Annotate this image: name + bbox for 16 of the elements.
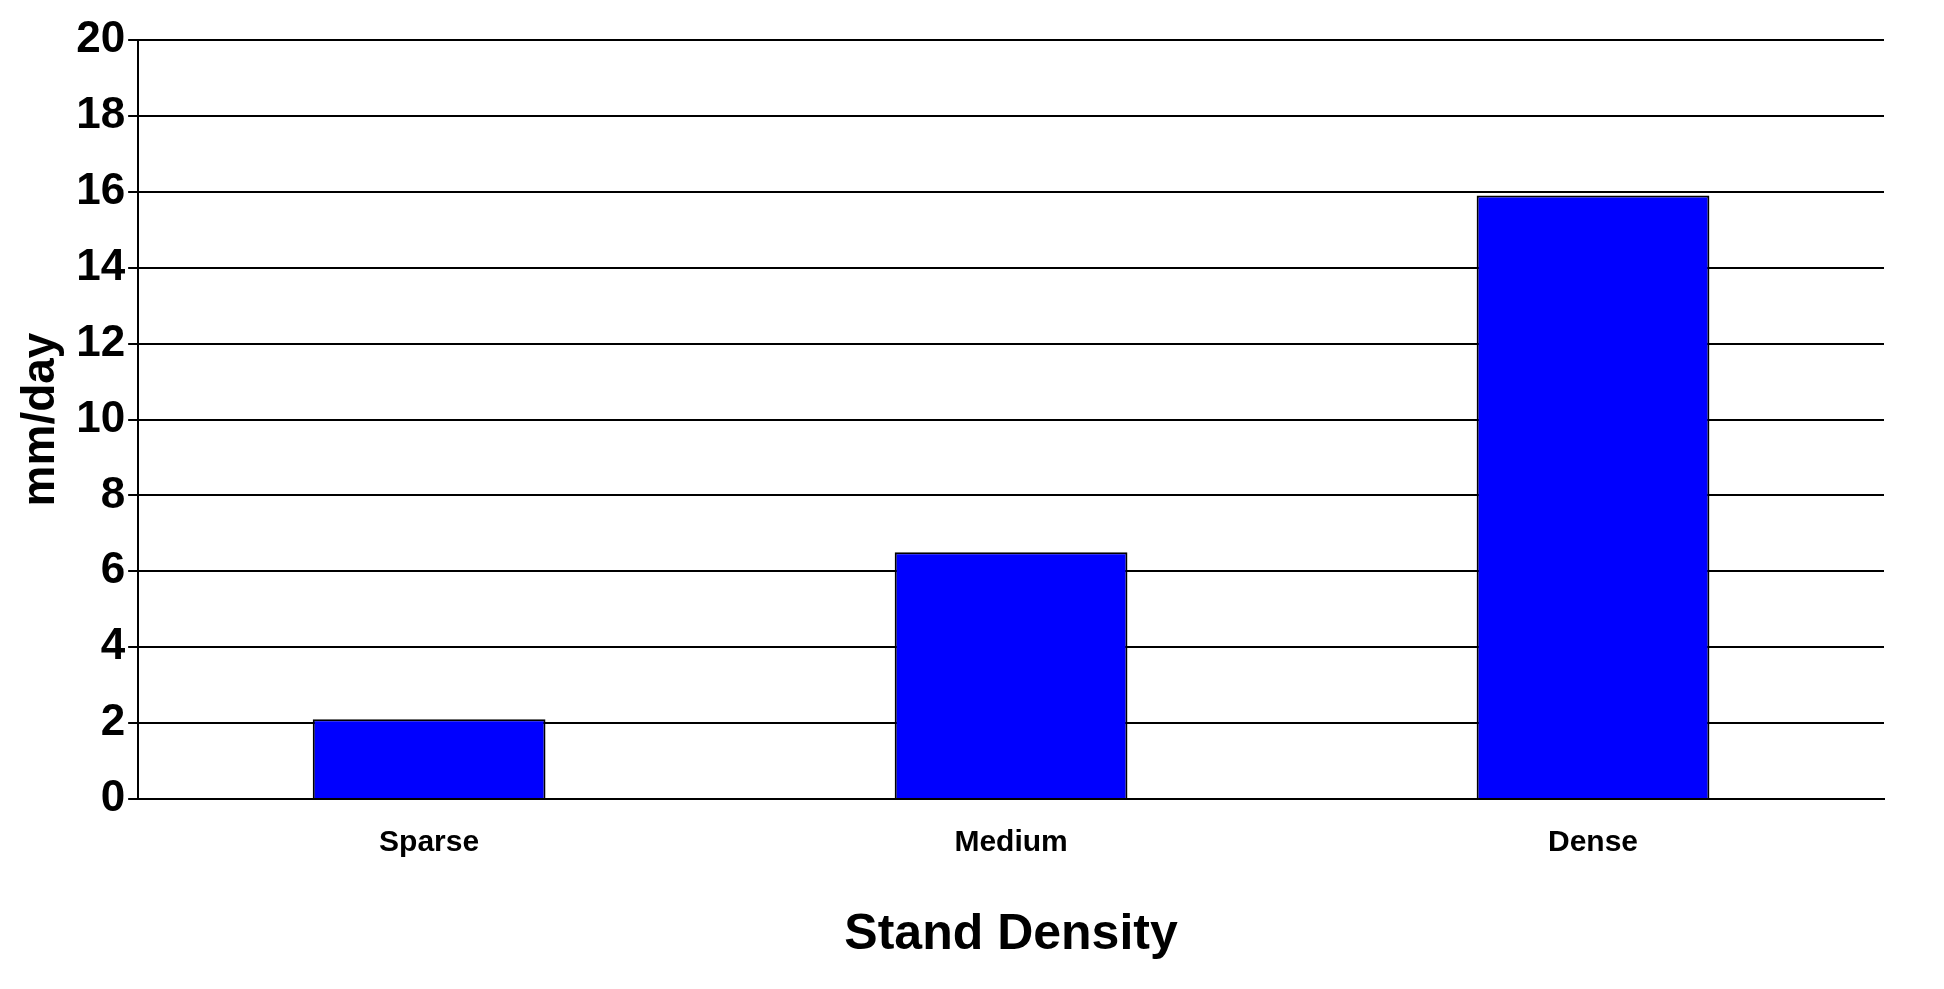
y-tick-label: 18 (76, 88, 126, 138)
y-tick-label: 14 (76, 239, 126, 289)
x-tick-label: Dense (1548, 824, 1639, 858)
y-tick-label: 20 (76, 12, 126, 62)
y-tick-label: 4 (100, 619, 126, 669)
y-tick-label: 10 (76, 391, 126, 441)
y-tick-label: 6 (100, 543, 126, 593)
y-tick-label: 16 (76, 163, 126, 213)
x-axis-title: Stand Density (844, 903, 1178, 960)
x-tick-label: Medium (954, 824, 1068, 858)
y-tick-label: 2 (100, 695, 126, 745)
y-tick-label: 0 (100, 771, 126, 821)
x-tick-label: Sparse (379, 824, 480, 858)
y-tick-label: 8 (100, 467, 126, 517)
y-axis-title: mm/day (12, 332, 65, 507)
y-tick-label: 12 (76, 315, 126, 365)
